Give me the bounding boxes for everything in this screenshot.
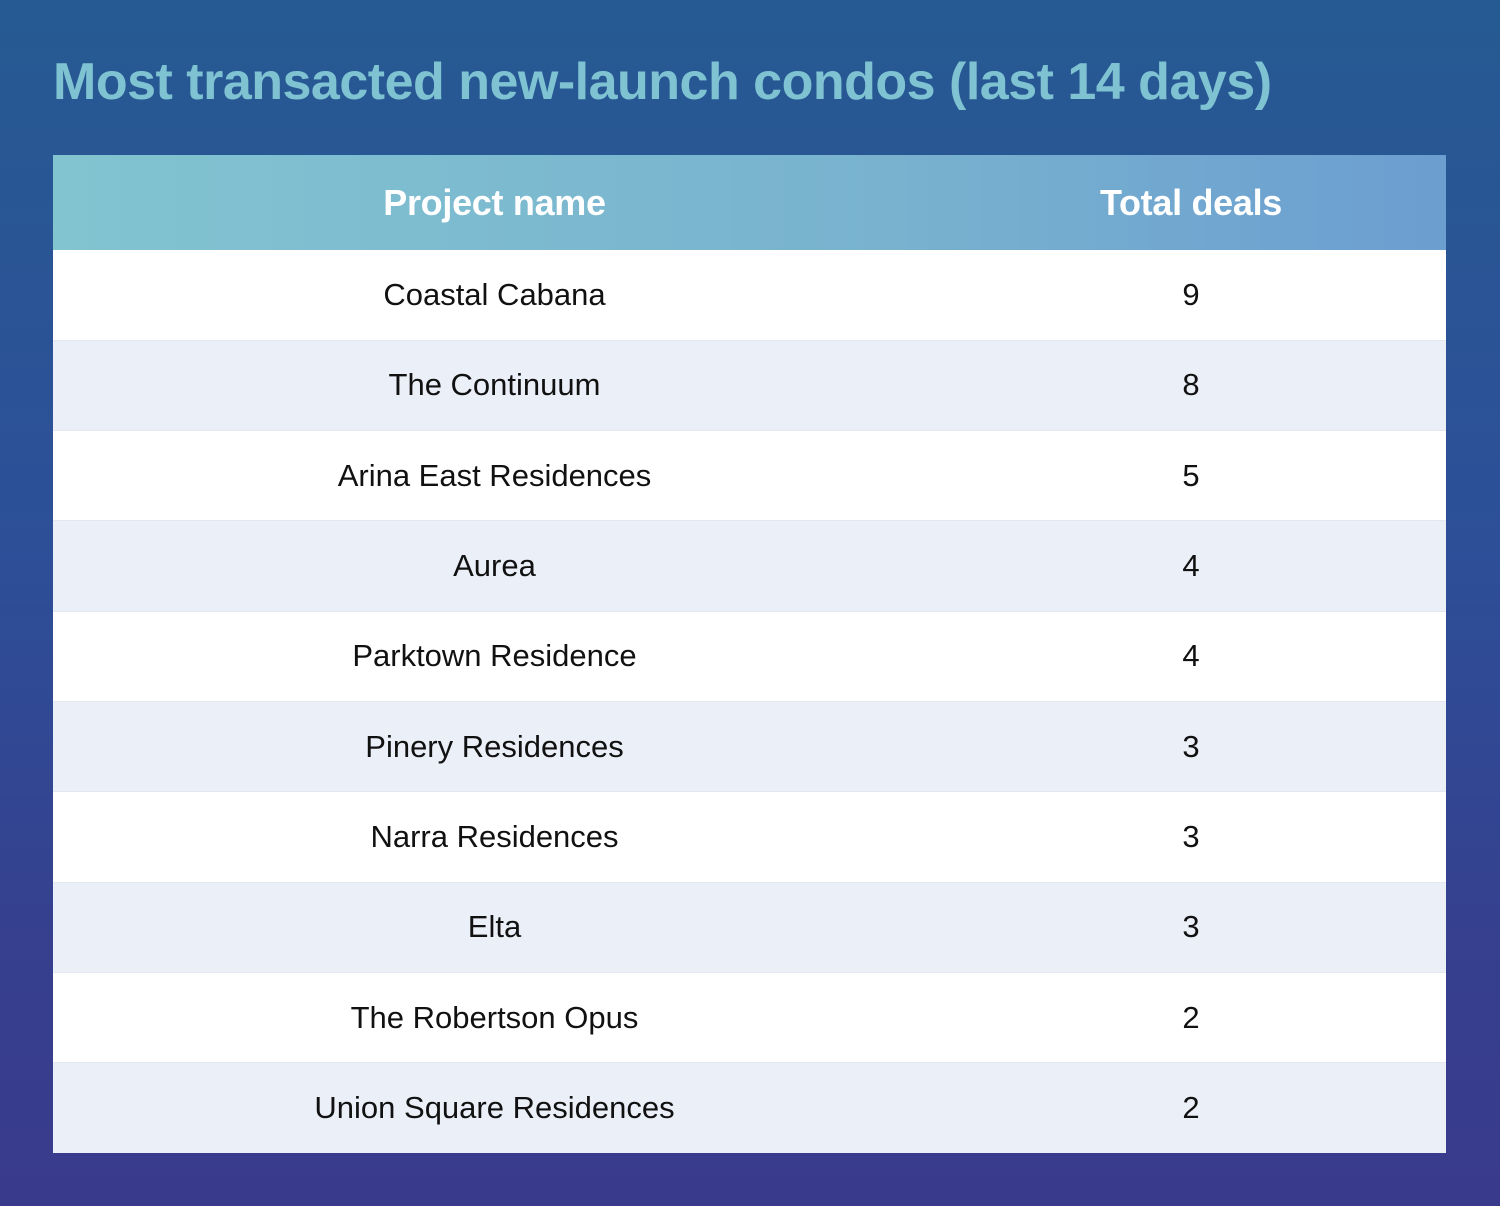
total-deals-cell: 3 [936, 881, 1446, 973]
total-deals-cell: 5 [936, 430, 1446, 521]
total-deals-cell: 4 [936, 520, 1446, 612]
total-deals-cell: 3 [936, 700, 1446, 792]
project-name-cell: Elta [53, 881, 936, 973]
table-row: Elta 3 [53, 881, 1446, 973]
project-name-cell: The Robertson Opus [53, 971, 936, 1063]
table-row: The Continuum 8 [53, 339, 1446, 431]
project-name-cell: Coastal Cabana [383, 276, 606, 312]
total-deals-cell: 3 [936, 791, 1446, 883]
project-name-cell: Union Square Residences [53, 1062, 936, 1153]
column-header-project-name: Project name [383, 181, 606, 223]
total-deals-cell: 9 [1182, 276, 1200, 312]
table-row: Arina East Residences 5 [53, 430, 1446, 521]
deals-table-container: Project name Total deals Coastal Cabana … [53, 155, 1446, 1153]
table-row: Parktown Residence 4 [53, 610, 1446, 702]
project-name-cell: Aurea [53, 520, 936, 612]
deals-table: Project name Total deals Coastal Cabana … [53, 155, 1446, 1153]
column-header-total-deals: Total deals [1099, 181, 1283, 223]
total-deals-cell: 2 [936, 1062, 1446, 1153]
table-row: Aurea 4 [53, 520, 1446, 612]
table-row: The Robertson Opus 2 [53, 971, 1446, 1063]
table-row: Coastal Cabana 9 [53, 250, 1446, 341]
table-row: Union Square Residences 2 [53, 1062, 1446, 1153]
project-name-cell: Arina East Residences [53, 430, 936, 521]
project-name-cell: Narra Residences [53, 791, 936, 883]
total-deals-cell: 2 [936, 971, 1446, 1063]
page-title: Most transacted new-launch condos (last … [53, 53, 1272, 111]
project-name-cell: Pinery Residences [53, 700, 936, 792]
total-deals-cell: 4 [936, 610, 1446, 702]
table-row: Pinery Residences 3 [53, 700, 1446, 792]
total-deals-cell: 8 [936, 339, 1446, 431]
table-header-row: Project name Total deals [53, 155, 1446, 250]
project-name-cell: Parktown Residence [53, 610, 936, 702]
project-name-cell: The Continuum [53, 339, 936, 431]
table-row: Narra Residences 3 [53, 791, 1446, 883]
